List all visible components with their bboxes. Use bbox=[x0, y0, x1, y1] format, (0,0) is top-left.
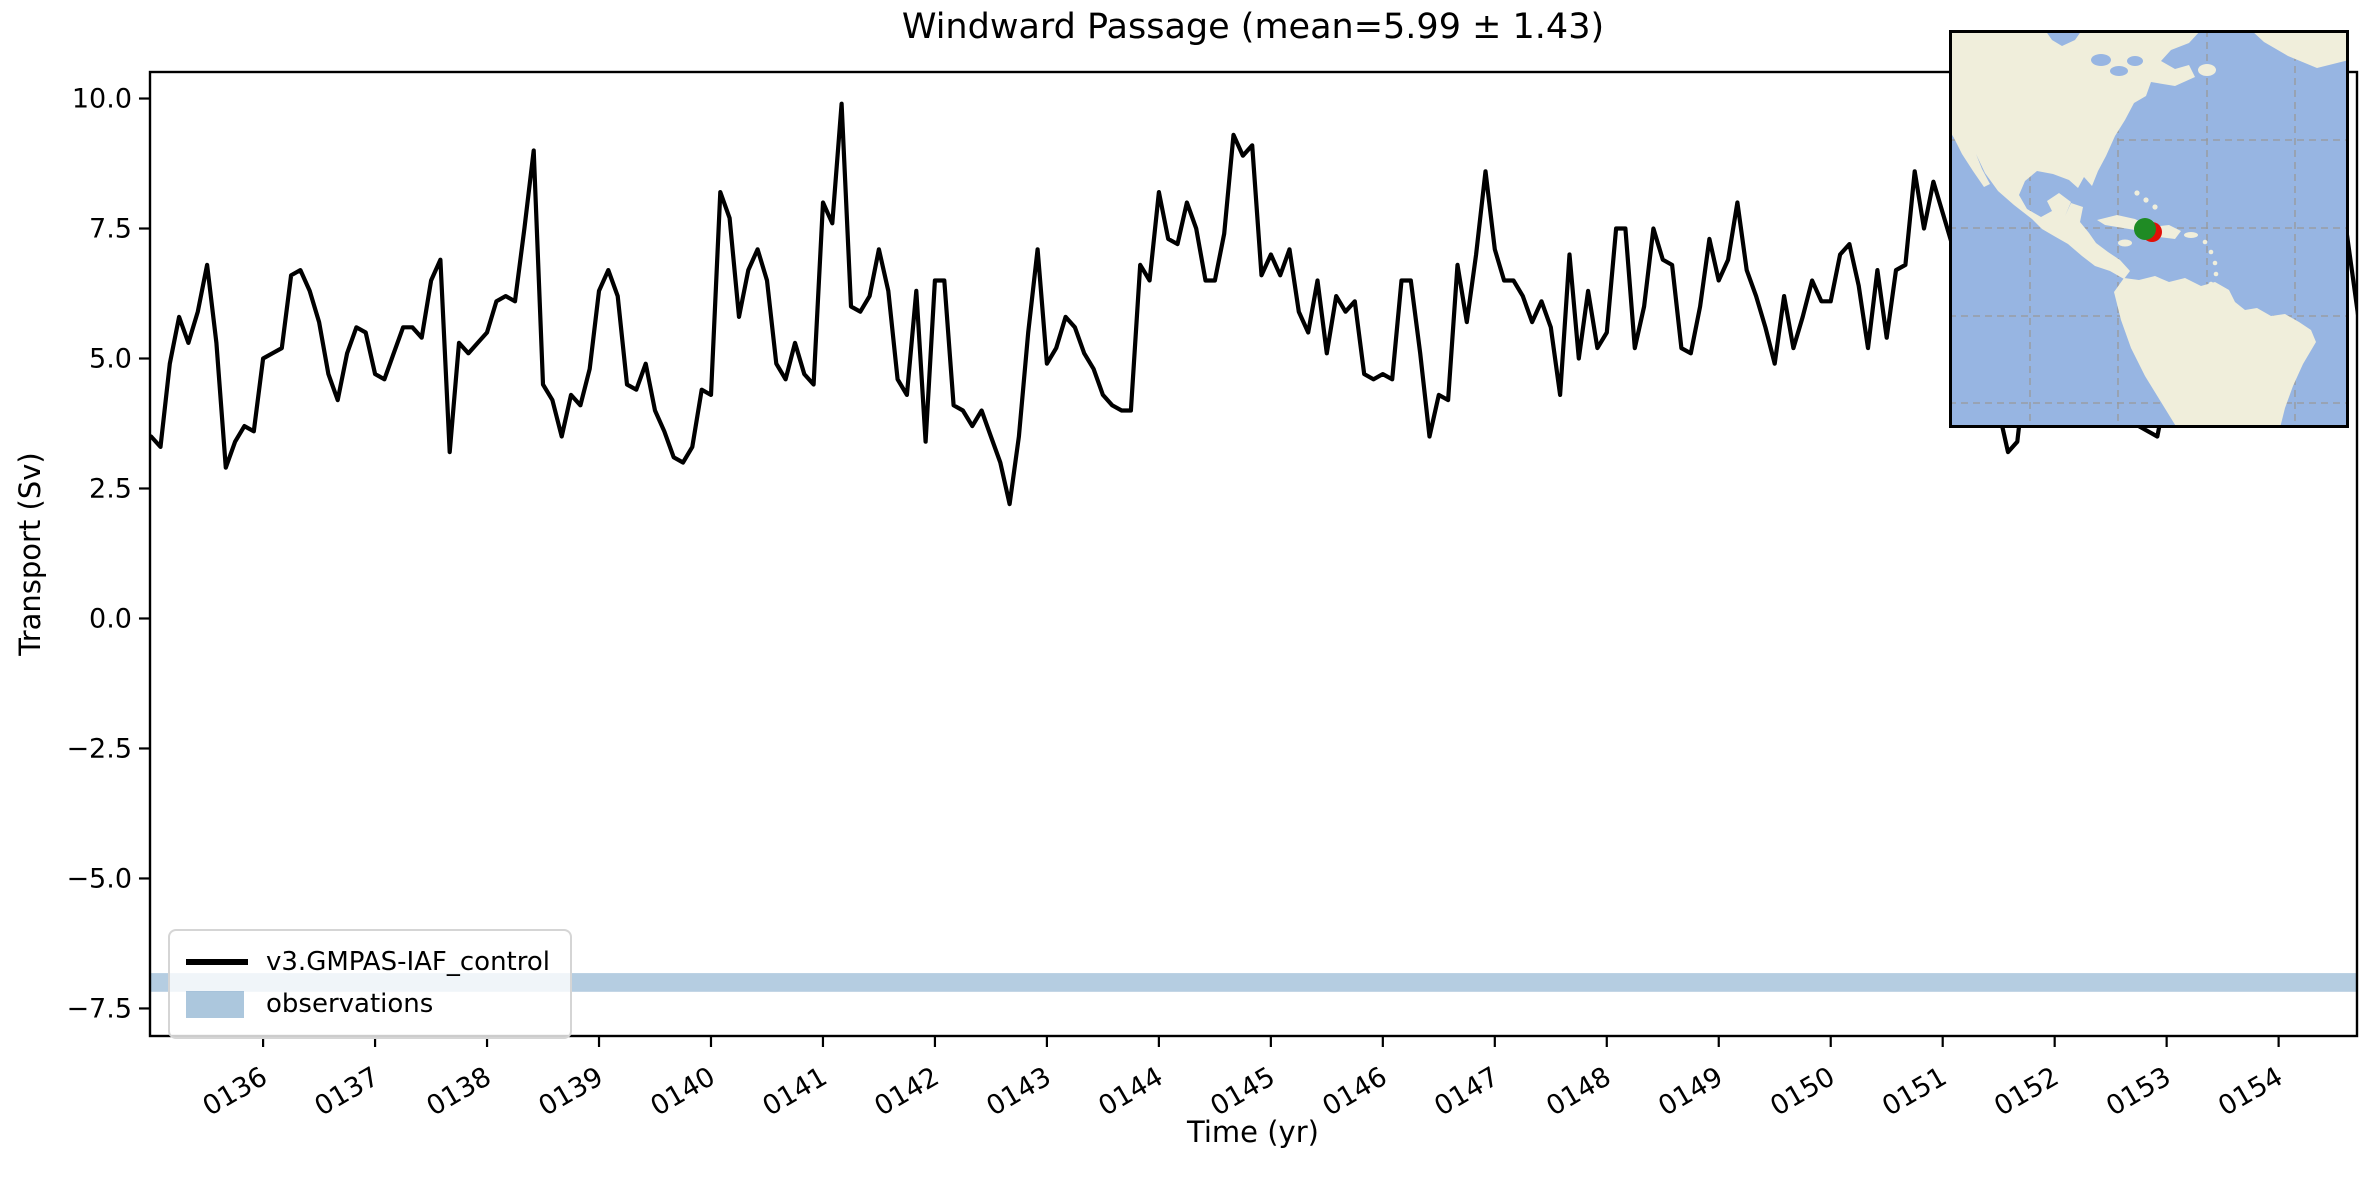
x-tick-label: 0141 bbox=[757, 1061, 832, 1122]
landmasses bbox=[1949, 30, 2349, 428]
patch-swatch bbox=[186, 990, 244, 1018]
y-axis-label: Transport (Sv) bbox=[13, 452, 47, 656]
north-america-land bbox=[1949, 30, 2201, 279]
x-tick-label: 0145 bbox=[1205, 1061, 1280, 1122]
bahamas-islands bbox=[2134, 190, 2158, 210]
x-tick-label: 0137 bbox=[310, 1061, 385, 1122]
y-tick-label: 0.0 bbox=[89, 603, 132, 634]
y-tick-label: 7.5 bbox=[89, 214, 132, 245]
axes-spines bbox=[148, 70, 2359, 1038]
line-swatch bbox=[186, 959, 248, 965]
y-tick-label: 10.0 bbox=[72, 84, 132, 115]
x-tick-label: 0148 bbox=[1541, 1061, 1616, 1122]
y-tick-label: −7.5 bbox=[66, 993, 132, 1024]
x-axis-label: Time (yr) bbox=[1187, 1115, 1319, 1149]
south-america-land bbox=[2114, 276, 2316, 428]
x-tick-label: 0149 bbox=[1653, 1061, 1728, 1122]
model-marker-green bbox=[2134, 218, 2156, 240]
x-tick-label: 0152 bbox=[1989, 1061, 2064, 1122]
y-tick-label: −2.5 bbox=[66, 733, 132, 764]
x-tick-label: 0138 bbox=[422, 1061, 497, 1122]
page-title: Windward Passage (mean=5.99 ± 1.43) bbox=[901, 7, 1605, 47]
great-lake bbox=[2127, 56, 2143, 66]
y-tick-label: 2.5 bbox=[89, 473, 132, 504]
legend: v3.GMPAS-IAF_control observations bbox=[168, 929, 572, 1039]
y-tick-label: 5.0 bbox=[89, 343, 132, 374]
great-lake bbox=[2091, 54, 2111, 66]
newfoundland-island bbox=[2198, 64, 2216, 76]
legend-item-label: v3.GMPAS-IAF_control bbox=[266, 947, 550, 977]
x-tick-label: 0150 bbox=[1765, 1061, 1840, 1122]
great-lake bbox=[2110, 66, 2128, 76]
legend-item-observations: observations bbox=[186, 983, 554, 1025]
x-tick-label: 0153 bbox=[2101, 1061, 2176, 1122]
legend-item-model: v3.GMPAS-IAF_control bbox=[186, 941, 554, 983]
x-tick-label: 0136 bbox=[198, 1061, 273, 1122]
jamaica-island bbox=[2118, 239, 2132, 247]
x-tick-label: 0146 bbox=[1317, 1061, 1392, 1122]
x-tick-label: 0154 bbox=[2213, 1061, 2288, 1122]
x-tick-label: 0144 bbox=[1093, 1061, 1168, 1122]
x-tick-label: 0143 bbox=[981, 1061, 1056, 1122]
observations-band bbox=[150, 973, 2357, 992]
y-tick-label: −5.0 bbox=[66, 863, 132, 894]
greenland-land bbox=[2251, 30, 2349, 68]
puerto-rico-island bbox=[2184, 232, 2198, 238]
x-tick-label: 0139 bbox=[534, 1061, 609, 1122]
x-tick-label: 0142 bbox=[869, 1061, 944, 1122]
x-tick-label: 0140 bbox=[645, 1061, 720, 1122]
legend-item-label: observations bbox=[266, 989, 434, 1019]
x-tick-label: 0151 bbox=[1877, 1061, 1952, 1122]
inset-map bbox=[1949, 30, 2349, 428]
inset-border bbox=[1949, 30, 2349, 428]
x-tick-label: 0147 bbox=[1429, 1061, 1504, 1122]
